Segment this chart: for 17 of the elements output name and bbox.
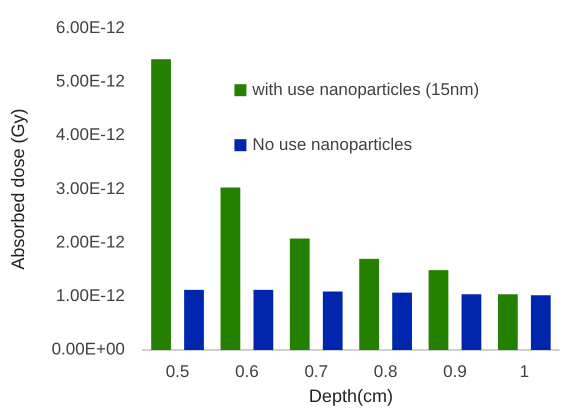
- x-tick-label: 1: [520, 362, 530, 381]
- x-tick-label: 0.7: [304, 362, 328, 381]
- y-tick-label: 2.00E-12: [56, 232, 125, 252]
- x-tick-label: 0.8: [374, 362, 398, 381]
- y-axis-title: Absorbed dose (Gy): [8, 108, 28, 270]
- y-tick-label: 4.00E-12: [56, 125, 125, 144]
- legend-label: with use nanoparticles (15nm): [251, 80, 480, 99]
- x-tick-label: 0.6: [235, 362, 259, 381]
- y-tick-label: 5.00E-12: [56, 72, 125, 91]
- legend-label: No use nanoparticles: [252, 134, 412, 154]
- y-tick-label: 0.00E+00: [52, 340, 125, 359]
- x-tick-label: 0.5: [166, 362, 190, 381]
- y-tick-label: 6.00E-12: [56, 18, 125, 37]
- y-tick-label: 3.00E-12: [56, 178, 125, 198]
- x-tick-label: 0.9: [443, 362, 467, 381]
- x-axis-title: Depth(cm): [308, 386, 393, 406]
- y-tick-label: 1.00E-12: [56, 286, 125, 306]
